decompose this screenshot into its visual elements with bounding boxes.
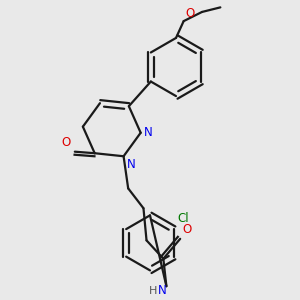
Text: N: N: [158, 284, 166, 297]
Text: N: N: [144, 126, 153, 139]
Text: O: O: [185, 7, 194, 20]
Text: O: O: [183, 223, 192, 236]
Text: H: H: [148, 286, 157, 296]
Text: O: O: [61, 136, 70, 149]
Text: N: N: [127, 158, 135, 171]
Text: Cl: Cl: [178, 212, 189, 225]
